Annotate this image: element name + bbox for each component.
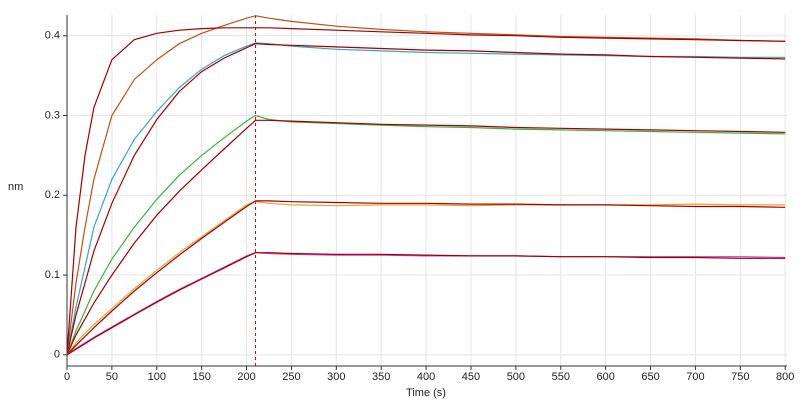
x-tick-label: 200 [237, 371, 255, 383]
x-tick-label: 800 [776, 371, 794, 383]
x-tick-label: 450 [462, 371, 480, 383]
x-tick-label: 350 [372, 371, 390, 383]
x-tick-label: 400 [417, 371, 435, 383]
x-tick-label: 550 [552, 371, 570, 383]
x-tick-label: 750 [731, 371, 749, 383]
x-tick-label: 500 [507, 371, 525, 383]
y-axis-label: nm [8, 181, 23, 193]
x-tick-label: 150 [192, 371, 210, 383]
series-line [66, 27, 786, 355]
y-tick-label: 0.1 [45, 269, 60, 281]
y-tick-label: 0.4 [45, 30, 60, 42]
series-line [66, 15, 786, 355]
x-tick-label: 700 [686, 371, 704, 383]
y-tick-label: 0.2 [45, 189, 60, 201]
x-tick-label: 650 [641, 371, 659, 383]
x-tick-label: 50 [106, 371, 118, 383]
series-line [66, 200, 786, 356]
x-tick-label: 250 [282, 371, 300, 383]
x-axis-label: Time (s) [406, 387, 446, 399]
series-line [66, 252, 786, 356]
x-tick-label: 0 [64, 371, 70, 383]
y-tick-label: 0.3 [45, 109, 60, 121]
series-line [66, 114, 786, 356]
x-tick-label: 300 [327, 371, 345, 383]
series-line [66, 43, 786, 355]
x-tick-label: 600 [596, 371, 614, 383]
x-tick-label: 100 [148, 371, 166, 383]
series-line [66, 119, 786, 356]
y-tick-label: 0 [54, 349, 60, 361]
series-line [66, 42, 786, 355]
